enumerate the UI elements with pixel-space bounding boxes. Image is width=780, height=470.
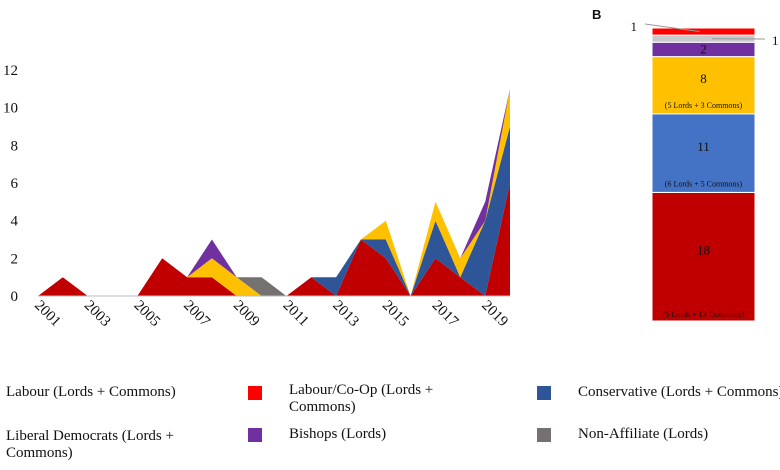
- bar-segment-2: [651, 56, 756, 115]
- legend-swatch-labour-co-op: [248, 386, 262, 400]
- bar-segment-5: [651, 27, 756, 36]
- area-series-2: [38, 88, 510, 296]
- y-tick-label: 2: [11, 251, 19, 267]
- y-tick-label: 10: [3, 101, 18, 117]
- x-tick-label: 2007: [180, 298, 213, 331]
- bar-segment-label: 11: [697, 139, 710, 154]
- legend-item-conservative: Conservative (Lords + Commons): [578, 384, 780, 401]
- legend-swatch-conservative: [537, 386, 551, 400]
- legend-label: Bishops (Lords): [289, 426, 387, 442]
- legend-item-bishops: Bishops (Lords): [289, 426, 386, 443]
- bar-segment-sublabel: (5 Lords + 13 Commons): [663, 310, 745, 319]
- bar-segment-label: 2: [700, 41, 707, 56]
- x-tick-label: 2013: [329, 298, 362, 331]
- legend-item-non-affiliate: Non-Affiliate (Lords): [578, 426, 708, 443]
- legend-item-labour: Labour (Lords + Commons): [6, 384, 176, 401]
- y-tick-label: 6: [11, 176, 19, 192]
- legend-item-liberal-democrats: Liberal Democrats (Lords + Commons): [6, 428, 221, 462]
- x-tick-label: 2015: [379, 298, 412, 331]
- x-tick-label: 2003: [81, 298, 114, 331]
- legend-label: Conservative (Lords + Commons): [578, 384, 780, 400]
- bar-segment-1: [651, 113, 756, 193]
- callout-line: [644, 23, 701, 33]
- stacked-area-chart: 0 2 4 6 8 10 12 2001 2003 2005 2007 2009 2011 2013 201…: [3, 63, 511, 330]
- legend-swatch-non-affiliate: [537, 428, 551, 442]
- legend-label: Liberal Democrats (Lords + Commons): [6, 428, 174, 461]
- legend-item-labour-co-op: Labour/Co-Op (Lords + Commons): [289, 382, 489, 416]
- bar-segment-sublabel: (5 Lords + 3 Commons): [665, 101, 743, 110]
- legend: Labour (Lords + Commons) Labour/Co-Op (L…: [0, 374, 780, 470]
- x-tick-label: 2005: [131, 298, 164, 331]
- x-tick-label: 2019: [478, 298, 511, 331]
- y-tick-label: 4: [11, 214, 19, 230]
- y-tick-label: 0: [11, 289, 19, 305]
- area-series-1: [38, 126, 510, 296]
- legend-label: Non-Affiliate (Lords): [578, 426, 709, 442]
- y-tick-label: 12: [3, 63, 18, 79]
- x-tick-label: 2011: [280, 298, 312, 330]
- legend-label: Labour/Co-Op (Lords + Commons): [289, 382, 434, 415]
- y-tick-label: 8: [11, 138, 19, 154]
- bar-segment-label: 1: [772, 33, 779, 48]
- bar-segment-sublabel: (6 Lords + 5 Commons): [665, 179, 743, 188]
- x-tick-label: 2017: [429, 298, 462, 331]
- legend-swatch-bishops: [248, 428, 262, 442]
- bar-segment-0: [651, 191, 756, 322]
- x-tick-label: 2001: [31, 298, 64, 331]
- stacked-bar-chart: B18(5 Lords + 13 Commons)11(6 Lords + 5 …: [592, 7, 779, 322]
- panel-label: B: [592, 7, 601, 22]
- x-tick-label: 2009: [230, 298, 263, 331]
- legend-label: Labour (Lords + Commons): [6, 384, 176, 400]
- area-series-0: [38, 183, 510, 296]
- bar-segment-label: 1: [631, 19, 638, 34]
- bar-segment-label: 18: [697, 243, 710, 258]
- bar-segment-label: 8: [700, 71, 707, 86]
